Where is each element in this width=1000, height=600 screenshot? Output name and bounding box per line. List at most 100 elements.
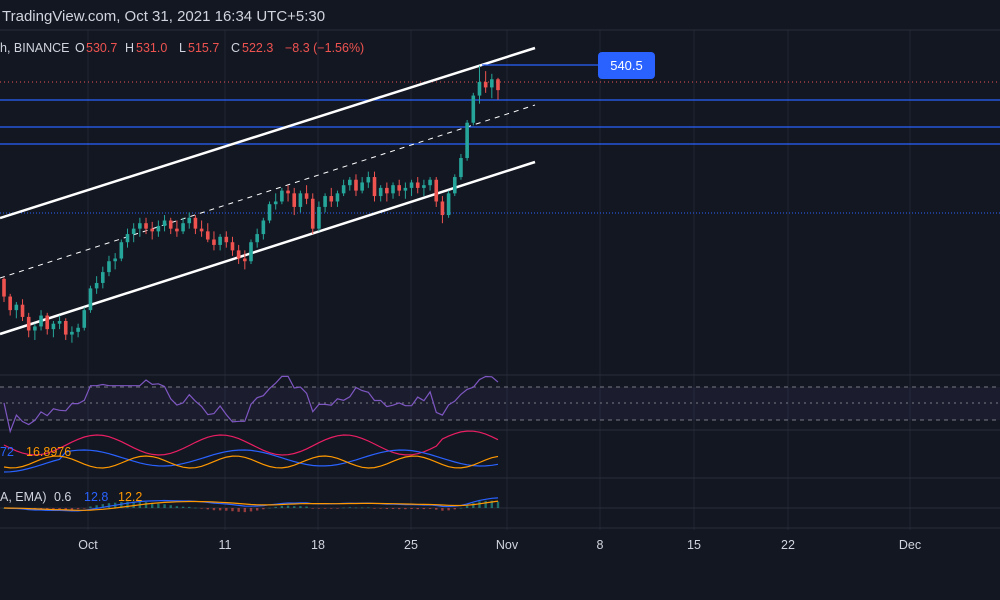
- x-tick-oct: Oct: [78, 538, 98, 552]
- macd-bar: [336, 508, 339, 509]
- macd-bar: [249, 508, 253, 512]
- macd-bar: [237, 508, 240, 512]
- macd-bar: [385, 508, 389, 509]
- candle: [45, 312, 50, 335]
- candle-body: [273, 201, 278, 205]
- macd-bar: [255, 508, 259, 511]
- candle: [107, 255, 111, 277]
- pane-separators: [0, 29, 1000, 529]
- macd-bar: [231, 508, 234, 512]
- candle: [422, 179, 426, 197]
- candle-body: [452, 177, 457, 194]
- macd-bar: [435, 508, 438, 510]
- x-tick-8: 8: [597, 538, 604, 552]
- channel-upper-line[interactable]: [0, 46, 536, 220]
- candle-body: [385, 187, 389, 194]
- candle-body: [51, 323, 56, 330]
- candle: [434, 177, 439, 207]
- candle: [304, 185, 309, 205]
- candle: [236, 244, 241, 264]
- macd-legend-label: A, EMA): [0, 490, 47, 504]
- candle: [181, 217, 185, 235]
- macd-bar: [323, 508, 327, 509]
- macd-bar: [243, 508, 247, 513]
- candle: [385, 182, 389, 202]
- macd-bar: [52, 508, 55, 510]
- close-value: 522.3: [242, 41, 273, 55]
- candle-body: [181, 223, 185, 232]
- candle-body: [20, 304, 25, 317]
- candle-body: [354, 179, 358, 191]
- candle: [335, 190, 340, 207]
- candle-body: [70, 331, 74, 335]
- candle-body: [304, 193, 309, 199]
- candle: [354, 174, 358, 197]
- candle: [57, 315, 62, 330]
- candle: [20, 299, 25, 321]
- candle: [243, 250, 247, 270]
- macd-pane: [0, 497, 1000, 513]
- channel-middle-line[interactable]: [0, 104, 536, 279]
- candle: [255, 228, 259, 248]
- candle-body: [483, 81, 488, 88]
- candle: [205, 223, 210, 243]
- dmi-legend-label: 72: [0, 445, 14, 459]
- candle: [8, 293, 12, 316]
- price-tag[interactable]: 540.5: [598, 52, 655, 79]
- candle-body: [280, 190, 284, 202]
- x-axis: Oct 11 18 25 Nov 8 15 22 Dec: [78, 538, 921, 552]
- candle-body: [113, 258, 117, 262]
- candle-body: [249, 242, 253, 262]
- candle-body: [243, 258, 247, 262]
- open-value: 530.7: [86, 41, 117, 55]
- macd-signal-line: [3, 500, 499, 511]
- macd-bar: [299, 506, 302, 508]
- candle-body: [168, 220, 173, 229]
- candle: [199, 220, 204, 237]
- candle-body: [107, 261, 111, 273]
- open-label: O: [75, 41, 85, 55]
- macd-bar: [89, 506, 92, 508]
- candle-body: [310, 198, 315, 229]
- candle-body: [428, 179, 432, 186]
- x-tick-dec: Dec: [899, 538, 921, 552]
- candle: [372, 171, 377, 202]
- candle: [310, 193, 315, 235]
- rsi-pane: [0, 375, 1000, 434]
- candle: [51, 320, 56, 338]
- candle: [329, 187, 334, 207]
- macd-bar: [58, 508, 61, 510]
- candle-body: [415, 182, 420, 188]
- candle-body: [175, 228, 179, 232]
- candle: [138, 217, 142, 237]
- candle-body: [465, 122, 469, 159]
- candle: [366, 171, 371, 188]
- candle: [193, 215, 198, 235]
- macd-bar: [262, 508, 265, 510]
- macd-bar: [416, 508, 419, 510]
- candle: [360, 177, 364, 194]
- macd-bar: [101, 504, 104, 508]
- macd-bar: [225, 508, 228, 511]
- candle-body: [403, 187, 408, 191]
- high-label: H: [125, 41, 134, 55]
- candle: [131, 223, 136, 243]
- candle-body: [94, 282, 99, 289]
- macd-bar: [194, 507, 197, 509]
- candle-body: [446, 193, 451, 216]
- macd-bar: [132, 501, 135, 508]
- candle: [26, 312, 31, 338]
- candle-body: [317, 206, 321, 229]
- macd-bar: [404, 508, 407, 510]
- x-tick-15: 15: [687, 538, 701, 552]
- candle: [175, 220, 179, 237]
- candle: [452, 174, 457, 197]
- macd-bar: [342, 507, 345, 509]
- candle: [483, 71, 488, 93]
- candle: [298, 190, 303, 213]
- candle-body: [14, 304, 19, 311]
- candle: [2, 277, 6, 302]
- macd-bar: [212, 508, 216, 511]
- macd-bar: [76, 508, 80, 510]
